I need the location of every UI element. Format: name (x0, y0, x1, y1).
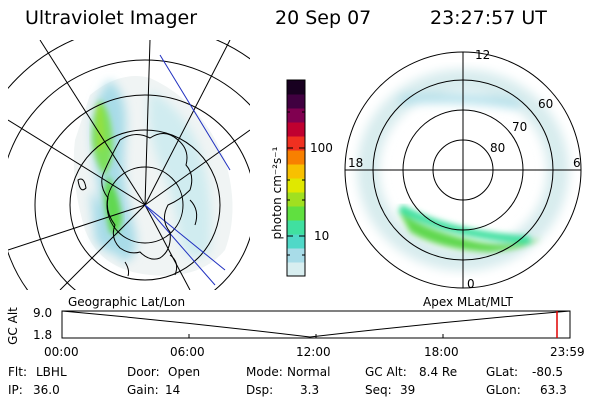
colorbar-ticks (287, 111, 305, 256)
altitude-curve (61, 310, 571, 338)
colorbar-label-10: 10 (314, 229, 330, 243)
altitude-plot (61, 310, 571, 339)
altitude-xtick-1200: 12:00 (296, 345, 331, 359)
info-label: Mode: (246, 365, 283, 379)
info-value: 39 (400, 383, 416, 397)
colorbar-band (287, 80, 305, 95)
info-label: Flt: (8, 365, 27, 379)
instrument-title: Ultraviolet Imager (25, 7, 198, 29)
mlt-label-0: 0 (467, 277, 475, 291)
mlat-label-60: 60 (538, 97, 554, 111)
info-value: 8.4 Re (419, 365, 458, 379)
colorbar (287, 80, 305, 277)
colorbar-band (287, 262, 305, 277)
info-value: -80.5 (532, 365, 564, 379)
mlat-label-80: 80 (490, 141, 506, 155)
info-value: 3.3 (300, 383, 320, 397)
mlt-label-12: 12 (475, 48, 491, 62)
colorbar-band (287, 108, 305, 123)
latitude-circles (8, 40, 250, 290)
mlt-label-18: 18 (348, 156, 364, 170)
mlt-axes (345, 52, 581, 288)
altitude-x-ticks (61, 334, 571, 338)
colorbar-label-100: 100 (310, 141, 333, 155)
apex-caption: Apex MLat/MLT (423, 295, 513, 309)
info-label: GLon: (486, 383, 521, 397)
info-label: GLat: (486, 365, 519, 379)
info-label: Dsp: (246, 383, 274, 397)
geographic-map (8, 40, 250, 290)
colorbar-band (287, 136, 305, 151)
info-label: GC Alt: (365, 365, 407, 379)
geographic-caption: Geographic Lat/Lon (68, 295, 186, 309)
colorbar-band (287, 164, 305, 179)
altitude-xtick-0600: 06:00 (170, 345, 205, 359)
altitude-ytick-1: 1.8 (33, 328, 53, 342)
altitude-xtick-0000: 00:00 (44, 345, 79, 359)
info-label: IP: (8, 383, 23, 397)
altitude-ylabel: GC Alt (6, 307, 20, 345)
altitude-xtick-2359: 23:59 (550, 345, 585, 359)
colorbar-band (287, 234, 305, 249)
mlt-label-6: 6 (573, 156, 581, 170)
apex-map (344, 51, 582, 289)
info-value: 36.0 (33, 383, 60, 397)
colorbar-band (287, 178, 305, 193)
colorbar-band (287, 220, 305, 235)
mlat-label-70: 70 (512, 120, 528, 134)
colorbar-band (287, 192, 305, 207)
info-value: Normal (287, 365, 331, 379)
sun-lines (144, 54, 231, 286)
colorbar-band (287, 94, 305, 109)
meridians (8, 40, 250, 290)
aurora-core (92, 100, 122, 235)
coastlines (77, 133, 198, 277)
info-label: Door: (127, 365, 160, 379)
altitude-xtick-1800: 18:00 (424, 345, 459, 359)
info-value: 14 (165, 383, 181, 397)
colorbar-band (287, 122, 305, 137)
altitude-ytick-9: 9.0 (33, 306, 53, 320)
info-value: 63.3 (540, 383, 567, 397)
info-value: Open (168, 365, 201, 379)
info-value: LBHL (36, 365, 67, 379)
colorbar-band (287, 206, 305, 221)
colorbar-unit: photon cm⁻²s⁻¹ (270, 146, 284, 240)
time-label: 23:27:57 UT (430, 7, 547, 29)
date-label: 20 Sep 07 (275, 7, 372, 29)
info-label: Gain: (127, 383, 159, 397)
colorbar-band (287, 248, 305, 263)
info-label: Seq: (365, 383, 392, 397)
colorbar-band (287, 150, 305, 165)
